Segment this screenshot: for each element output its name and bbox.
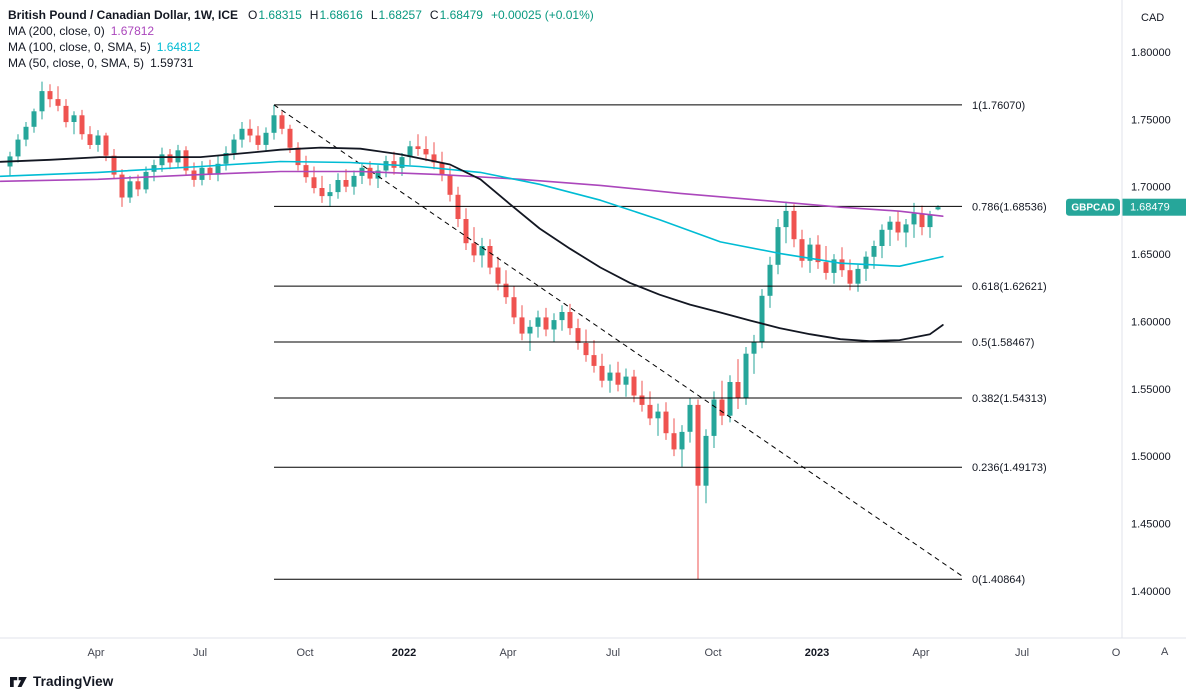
ma-200-line[interactable] bbox=[0, 170, 944, 217]
ma-100-legend[interactable]: MA (100, close, 0, SMA, 5) 1.64812 bbox=[8, 39, 594, 55]
tradingview-brand[interactable]: TradingView bbox=[33, 674, 114, 689]
month-tick-label: Jul bbox=[193, 647, 207, 659]
price-tick-label: 1.70000 bbox=[1131, 182, 1171, 194]
year-tick-label: 2023 bbox=[805, 647, 829, 659]
high-value: 1.68616 bbox=[319, 8, 363, 22]
symbol-title[interactable]: British Pound / Canadian Dollar, 1W, ICE bbox=[8, 8, 239, 22]
price-tick-label: 1.65000 bbox=[1131, 249, 1171, 261]
price-tick-label: 1.50000 bbox=[1131, 451, 1171, 463]
ohlc-values: O1.68315 H1.68616 L1.68257 C1.68479 +0.00025… bbox=[248, 7, 594, 23]
year-tick-label: 2022 bbox=[392, 647, 416, 659]
open-value: 1.68315 bbox=[258, 8, 302, 22]
ma-100-label: MA (100, close, 0, SMA, 5) bbox=[8, 40, 151, 54]
fib-label: 0.618(1.62621) bbox=[972, 281, 1047, 293]
price-tick-label: 1.55000 bbox=[1131, 384, 1171, 396]
fib-retracement[interactable]: 1(1.76070) 0.786(1.68536) 0.618(1.62621) 0.… bbox=[274, 100, 1047, 586]
footer: TradingView bbox=[0, 668, 1186, 695]
ma-50-label: MA (50, close, 0, SMA, 5) bbox=[8, 56, 145, 70]
ma-50-value: 1.59731 bbox=[150, 56, 194, 70]
change-value: +0.00025 (+0.01%) bbox=[490, 8, 594, 22]
ma-100-line[interactable] bbox=[0, 160, 944, 268]
last-price-label: 1.68479 bbox=[1130, 202, 1170, 214]
open-key: O bbox=[248, 8, 258, 22]
fib-label: 0.786(1.68536) bbox=[972, 201, 1047, 213]
last-price-badge bbox=[1122, 198, 1186, 216]
month-tick-label: O bbox=[1112, 647, 1121, 659]
quote-currency-label: CAD bbox=[1141, 12, 1164, 24]
month-tick-label: Apr bbox=[87, 647, 104, 659]
tradingview-logo-icon[interactable] bbox=[9, 675, 28, 689]
price-tick-label: 1.80000 bbox=[1131, 47, 1171, 59]
ma-200-label: MA (200, close, 0) bbox=[8, 24, 105, 38]
candles-layer bbox=[7, 81, 941, 580]
ma-100-value: 1.64812 bbox=[156, 40, 201, 54]
fib-label: 1(1.76070) bbox=[972, 100, 1025, 112]
month-tick-label: Apr bbox=[912, 647, 929, 659]
price-tick-label: 1.75000 bbox=[1131, 114, 1171, 126]
month-tick-label: Oct bbox=[296, 647, 313, 659]
fib-label: 0.382(1.54313) bbox=[972, 393, 1047, 405]
price-tick-label: 1.45000 bbox=[1131, 519, 1171, 531]
legend-title-row: British Pound / Canadian Dollar, 1W, ICE… bbox=[8, 7, 594, 23]
month-tick-label: Jul bbox=[1015, 647, 1029, 659]
month-tick-label: Oct bbox=[704, 647, 721, 659]
fib-label: 0(1.40864) bbox=[972, 574, 1025, 586]
low-key: L bbox=[370, 8, 378, 22]
chart-legend: British Pound / Canadian Dollar, 1W, ICE… bbox=[8, 7, 594, 71]
month-tick-label: Jul bbox=[606, 647, 620, 659]
time-axis[interactable]: Apr Jul Oct 2022 Apr Jul Oct 2023 Apr Jul O bbox=[87, 647, 1120, 659]
fib-label: 0.236(1.49173) bbox=[972, 462, 1047, 474]
price-tick-label: 1.60000 bbox=[1131, 316, 1171, 328]
ma-200-value: 1.67812 bbox=[110, 24, 155, 38]
ma-50-legend[interactable]: MA (50, close, 0, SMA, 5) 1.59731 bbox=[8, 55, 594, 71]
trendline-dashed[interactable] bbox=[273, 104, 963, 577]
price-tick-label: 1.40000 bbox=[1131, 586, 1171, 598]
price-chart[interactable]: 1(1.76070) 0.786(1.68536) 0.618(1.62621) 0.… bbox=[0, 0, 1186, 668]
low-value: 1.68257 bbox=[378, 8, 422, 22]
close-key: C bbox=[429, 8, 439, 22]
fib-label: 0.5(1.58467) bbox=[972, 337, 1034, 349]
ma-50-line[interactable] bbox=[0, 146, 944, 343]
ma-200-legend[interactable]: MA (200, close, 0) 1.67812 bbox=[8, 23, 594, 39]
symbol-badge-label: GBPCAD bbox=[1071, 203, 1114, 214]
symbol-badge bbox=[1066, 198, 1120, 216]
high-key: H bbox=[309, 8, 319, 22]
last-price-badges: GBPCAD 1.68479 bbox=[1066, 198, 1186, 216]
price-axis[interactable]: 1.80000 1.75000 1.70000 1.65000 1.60000 1.550… bbox=[1131, 12, 1171, 658]
auto-scale-label[interactable]: A bbox=[1161, 646, 1169, 658]
month-tick-label: Apr bbox=[499, 647, 516, 659]
close-value: 1.68479 bbox=[439, 8, 483, 22]
